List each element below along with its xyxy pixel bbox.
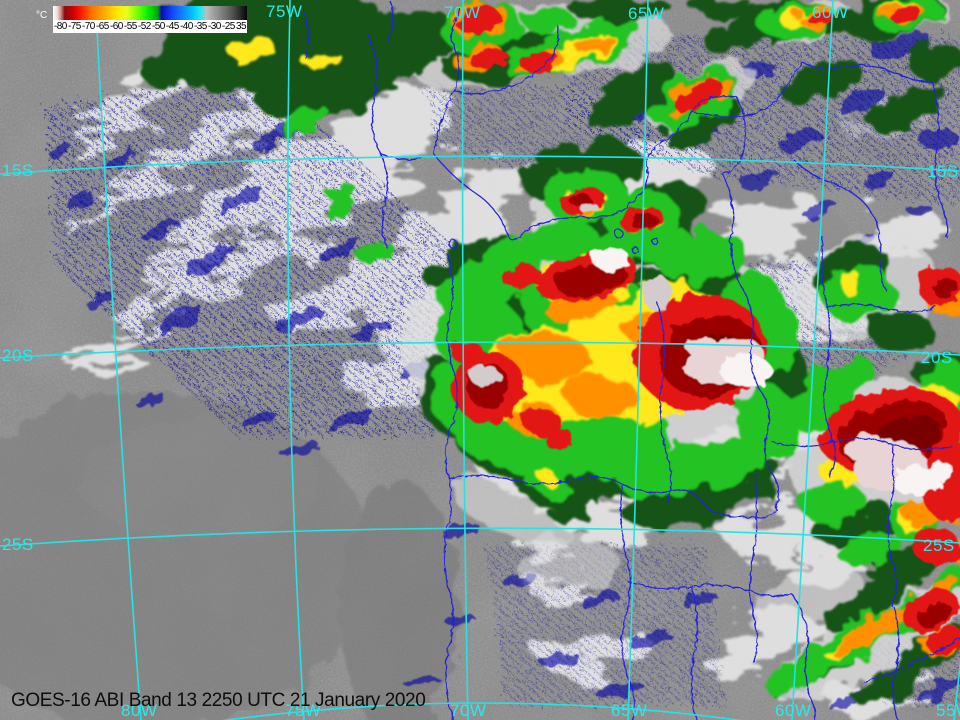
lat-label-left-20s: 20S bbox=[2, 346, 34, 365]
colorbar-tick: -55 bbox=[124, 20, 137, 32]
lat-label-left-15s: 15S bbox=[2, 161, 34, 180]
colorbar-tick: -70 bbox=[82, 20, 95, 32]
lon-label-bottom-65w: 65W bbox=[611, 701, 648, 720]
lon-label-bottom-55w: 55W bbox=[936, 701, 960, 720]
colorbar-tick: -52 bbox=[138, 20, 151, 32]
colorbar-tick: -65 bbox=[96, 20, 109, 32]
lon-label-top-65w: 65W bbox=[628, 4, 665, 23]
country-borders bbox=[301, 0, 960, 720]
colorbar-tick: -30 bbox=[208, 20, 221, 32]
colorbar-tick: -60 bbox=[110, 20, 123, 32]
colorbar-gradient bbox=[53, 6, 247, 20]
colorbar-tick: -40 bbox=[180, 20, 193, 32]
colorbar-tick: -75 bbox=[68, 20, 81, 32]
lon-label-top-70w: 70W bbox=[444, 3, 481, 22]
lat-label-right-20s: 20S bbox=[921, 348, 953, 367]
lon-label-bottom-75w: 75W bbox=[285, 701, 322, 720]
colorbar-tick: -25 bbox=[222, 20, 235, 32]
colorbar-tick-row: -80 -75 -70 -65 -60 -55 -52 -50 -45 -40 … bbox=[53, 20, 247, 33]
lat-label-right-15s: 15S bbox=[927, 162, 959, 181]
lon-label-bottom-60w: 60W bbox=[775, 701, 812, 720]
lon-label-top-60w: 60W bbox=[812, 3, 849, 22]
colorbar-tick: -50 bbox=[152, 20, 165, 32]
temperature-colorbar: °C -80 -75 -70 -65 -60 -55 -52 -50 -45 -… bbox=[36, 5, 248, 34]
colorbar-tick: -45 bbox=[166, 20, 179, 32]
colorbar-unit-label: °C bbox=[36, 10, 48, 21]
lon-label-bottom-80w: 80W bbox=[121, 701, 158, 720]
image-caption: GOES-16 ABI Band 13 2250 UTC 21 January … bbox=[11, 690, 426, 711]
colorbar-tick: 35 bbox=[236, 20, 247, 32]
colorbar-tick: -80 bbox=[54, 20, 67, 32]
lon-label-bottom-70w: 70W bbox=[450, 701, 487, 720]
lon-label-top-75w: 75W bbox=[266, 2, 303, 21]
lat-label-left-25s: 25S bbox=[2, 535, 34, 554]
colorbar-tick: -35 bbox=[194, 20, 207, 32]
lat-label-right-25s: 25S bbox=[923, 536, 955, 555]
